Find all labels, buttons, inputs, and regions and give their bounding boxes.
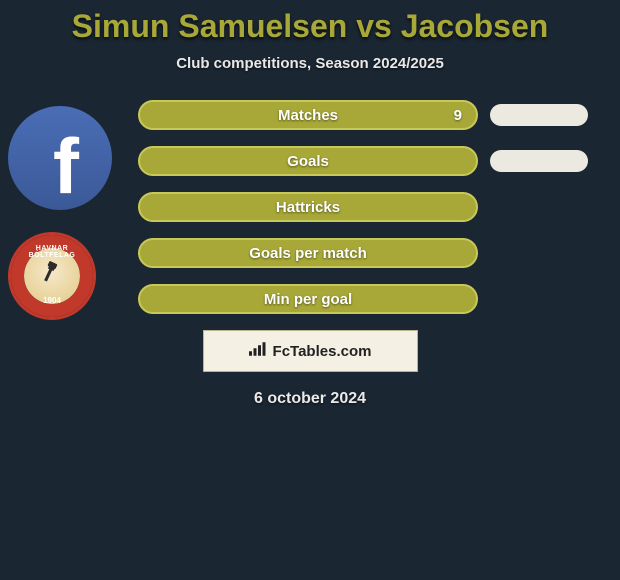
stat-bar: Goals per match bbox=[138, 238, 478, 268]
attribution-box[interactable]: FcTables.com bbox=[203, 330, 418, 372]
chart-icon bbox=[249, 342, 267, 361]
page-subtitle: Club competitions, Season 2024/2025 bbox=[0, 55, 620, 72]
stat-label: Goals bbox=[287, 153, 329, 170]
comparison-card: Simun Samuelsen vs Jacobsen Club competi… bbox=[0, 0, 620, 408]
stat-bar: Goals bbox=[138, 146, 478, 176]
crest-ring-text: HAVNAR BÓLTFELAG bbox=[24, 245, 80, 259]
crest-year: 1904 bbox=[24, 296, 80, 305]
stat-row-hattricks: Hattricks bbox=[138, 192, 620, 222]
stat-label: Hattricks bbox=[276, 199, 340, 216]
stat-bar: Hattricks bbox=[138, 192, 478, 222]
stat-row-matches: Matches 9 bbox=[138, 100, 620, 130]
stat-pill-right bbox=[490, 150, 588, 172]
attribution-text: FcTables.com bbox=[273, 343, 372, 360]
stat-row-mpg: Min per goal bbox=[138, 284, 620, 314]
player1-avatar: f bbox=[8, 106, 112, 210]
stat-bar: Min per goal bbox=[138, 284, 478, 314]
stat-row-goals: Goals bbox=[138, 146, 620, 176]
stat-label: Min per goal bbox=[264, 291, 352, 308]
stat-bar: Matches 9 bbox=[138, 100, 478, 130]
stat-label: Goals per match bbox=[249, 245, 367, 262]
stat-pill-right bbox=[490, 104, 588, 126]
club-crest: HAVNAR BÓLTFELAG 1904 bbox=[8, 232, 96, 320]
stat-label: Matches bbox=[278, 107, 338, 124]
page-title: Simun Samuelsen vs Jacobsen bbox=[0, 8, 620, 45]
player2-crest: HAVNAR BÓLTFELAG 1904 bbox=[8, 232, 96, 320]
stats-section: f HAVNAR BÓLTFELAG 1904 Matches 9 bbox=[0, 100, 620, 314]
footer-date: 6 october 2024 bbox=[0, 390, 620, 408]
facebook-f-glyph: f bbox=[53, 121, 79, 211]
facebook-placeholder-icon: f bbox=[8, 106, 112, 210]
stat-row-gpm: Goals per match bbox=[138, 238, 620, 268]
stat-value-left: 9 bbox=[454, 107, 462, 124]
